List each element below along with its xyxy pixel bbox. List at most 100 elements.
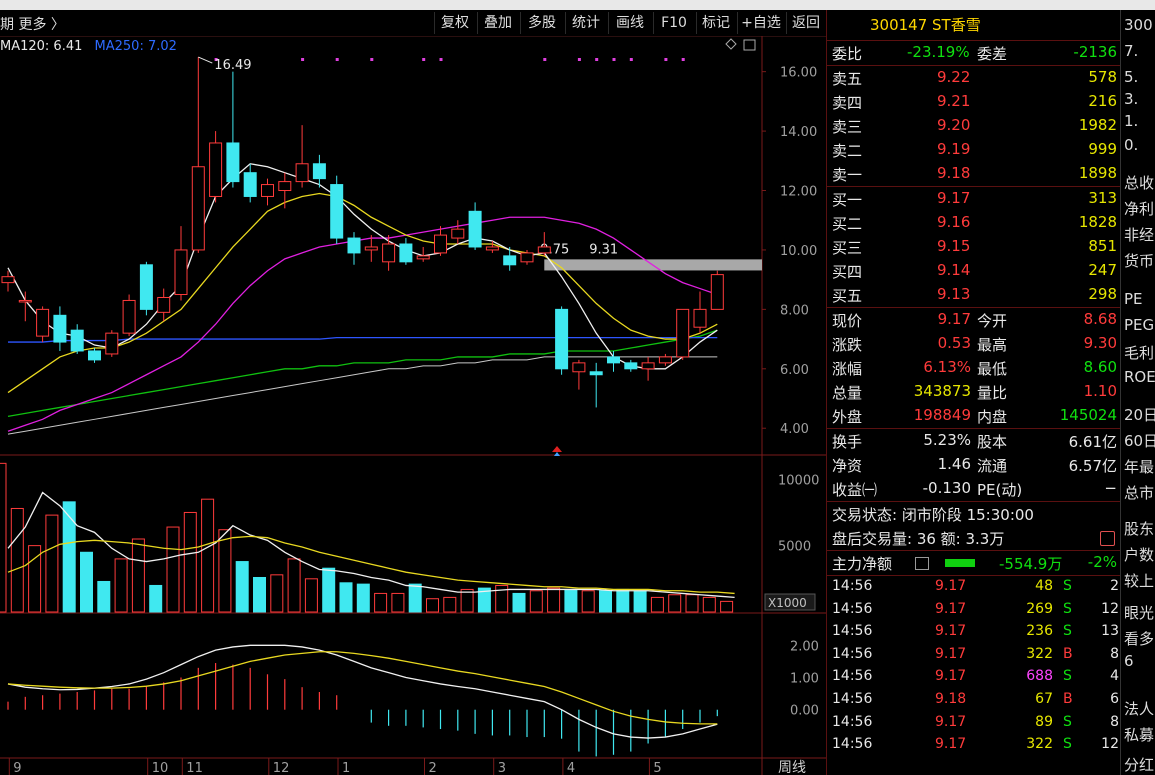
side-item: 货币 (1124, 252, 1155, 270)
side-item: ROE (1124, 368, 1155, 386)
volume-bar (304, 578, 318, 613)
fin-value: 1.46 (937, 455, 971, 473)
candle-body (191, 166, 205, 251)
toolbar-button-back[interactable]: 返回 (786, 12, 825, 34)
toolbar-button-fuquan[interactable]: 复权 (434, 12, 475, 34)
trade-price: 9.17 (935, 645, 967, 662)
trade-side: S (1063, 736, 1072, 753)
volume-ma-fast-line (7, 491, 735, 599)
trade-count: 4 (1110, 668, 1119, 685)
trade-price: 9.17 (935, 578, 967, 594)
asks-price: 9.19 (937, 140, 971, 158)
side-item: 年最 (1124, 458, 1155, 476)
period-more-menu[interactable]: 期 更多 〉 (0, 17, 65, 33)
window-top-strip (0, 0, 1155, 10)
trade-price: 9.17 (935, 713, 967, 730)
trade-side: B (1063, 645, 1073, 662)
bids-volume: 247 (1088, 261, 1117, 279)
volume-bar (270, 574, 284, 613)
list-icon[interactable] (915, 557, 929, 570)
trade-time: 14:56 (832, 668, 873, 685)
trade-row: 14:56 9.17 89 S 8 (827, 712, 1121, 735)
stat-value: 6.13% (923, 358, 971, 376)
side-item: 眼光 (1124, 604, 1155, 622)
trade-row: 14:56 9.17 48 S 2 (827, 576, 1121, 599)
asks-volume: 216 (1088, 92, 1117, 110)
candle-body (330, 184, 344, 239)
tick-trade-list[interactable]: 14:56 9.17 48 S 2 14:56 9.17 269 S 12 14:56 9.17 236… (827, 576, 1121, 757)
volume-bar (391, 592, 405, 613)
asks-volume: 999 (1088, 140, 1117, 158)
trade-side: S (1063, 668, 1072, 685)
event-marker-icon (554, 452, 560, 456)
price-tick-label: 12.00 (780, 185, 817, 200)
volume-bar (685, 594, 699, 613)
trade-price: 9.17 (935, 623, 967, 640)
chart-icon[interactable] (1100, 531, 1115, 546)
toolbar-button-mark[interactable]: 标记 (696, 12, 735, 34)
trade-side: S (1063, 713, 1072, 730)
side-item: PE (1124, 290, 1143, 308)
candle-body (555, 308, 569, 370)
volume-bar (339, 582, 353, 613)
stat-value: 9.17 (937, 310, 971, 328)
side-item: 0. (1124, 136, 1139, 154)
toolbar-button-overlay[interactable]: 叠加 (477, 12, 518, 34)
asks-label: 卖三 (832, 118, 863, 136)
toolbar-button-multi-stock[interactable]: 多股 (520, 12, 563, 34)
price-stats: 现价 9.17 今开 8.68 涨跌 0.53 最高 9.30 涨幅 6.13% 最低 8.60 总量 3… (827, 308, 1121, 428)
signal-marker (664, 58, 668, 61)
fin-value: 6.57亿 (1068, 457, 1117, 475)
bids-row: 买五 9.13 298 (827, 283, 1121, 307)
trade-volume: 236 (1026, 623, 1053, 640)
side-item: 户数 (1124, 546, 1155, 564)
candle-body (174, 249, 188, 296)
toolbar-button-add-watchlist[interactable]: +自选 (737, 12, 784, 34)
high-pointer (198, 56, 213, 64)
volume-bar (616, 588, 630, 613)
fin-value: 6.61亿 (1068, 433, 1117, 451)
period-label: 周线 (778, 760, 806, 775)
ma-white-line (7, 163, 718, 370)
volume-bar (322, 567, 336, 613)
trade-count: 6 (1110, 690, 1119, 707)
stat-label: 最高 (977, 336, 1008, 354)
toolbar-button-draw-line[interactable]: 画线 (608, 12, 651, 34)
asks-price: 9.18 (937, 164, 971, 182)
order-ratio-value: -23.19% (907, 43, 970, 61)
trade-price: 9.17 (935, 600, 967, 617)
asks-volume: 578 (1088, 68, 1117, 86)
bids-row: 买二 9.16 1828 (827, 211, 1121, 235)
candle-body (676, 308, 690, 358)
stat-value: 8.68 (1083, 310, 1117, 328)
chart-toolbar: 期 更多 〉 复权 叠加 多股 统计 画线 F10 标记 +自选 返回 (0, 10, 826, 37)
candle-body (416, 255, 430, 260)
stat-value: 8.60 (1083, 358, 1117, 376)
bids-price: 9.16 (937, 213, 971, 231)
trade-volume: 322 (1026, 645, 1053, 662)
bids-label: 买三 (832, 239, 863, 257)
bids-label: 买二 (832, 215, 863, 233)
volume-bar (720, 600, 734, 613)
side-item: 私募 (1124, 726, 1155, 744)
volume-bar (166, 526, 180, 613)
month-label: 3 (498, 761, 506, 775)
trade-time: 14:56 (832, 623, 873, 640)
diamond-icon (725, 38, 737, 50)
event-marker-icon (552, 446, 562, 452)
trade-status: 交易状态: 闭市阶段 15:30:00 (832, 506, 1034, 524)
main-force-pct: -2% (1087, 553, 1117, 571)
fin-row: 净资 1.46 流通 6.57亿 (827, 453, 1121, 477)
candle-body (520, 252, 534, 263)
candle-body (451, 228, 465, 239)
candle-body (382, 243, 396, 263)
candle-body (1, 276, 15, 284)
asks-volume: 1982 (1078, 116, 1117, 134)
toolbar-button-f10[interactable]: F10 (653, 12, 694, 34)
candle-body (139, 264, 153, 310)
trade-row: 14:56 9.17 236 S 13 (827, 621, 1121, 644)
toolbar-button-statistics[interactable]: 统计 (565, 12, 606, 34)
volume-bar (45, 514, 59, 613)
bids-volume: 851 (1088, 237, 1117, 255)
